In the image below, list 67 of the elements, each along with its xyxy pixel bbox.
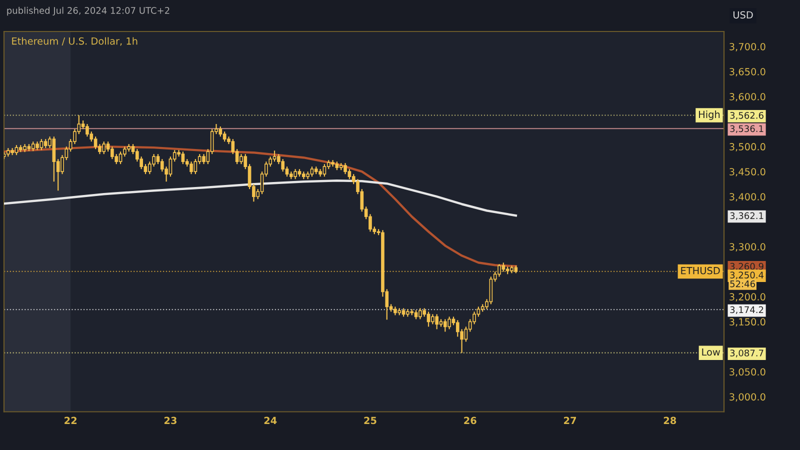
candlestick (168, 156, 172, 178)
y2-tick-label: 3,087.7 (730, 350, 764, 358)
y2-tick-label: 3,536.1 (730, 125, 764, 133)
candlestick (52, 136, 56, 182)
candlestick (181, 151, 185, 165)
candlestick (272, 150, 276, 162)
y2-tick-label: 3,174.2 (730, 306, 764, 314)
candlestick (502, 262, 506, 272)
candlestick (190, 161, 193, 175)
x-tick-label: 25 (364, 416, 376, 424)
candlestick (240, 154, 243, 165)
y-tick-label: 3,500.0 (730, 143, 766, 152)
candlestick (344, 162, 347, 175)
y-tick-label: 3,050.0 (730, 368, 766, 377)
y2-tick-label: 3,260.9 (730, 262, 764, 271)
candlestick (498, 264, 501, 278)
text: USD (733, 11, 753, 19)
candlestick (281, 158, 285, 172)
y-tick-label: 3,000.0 (730, 393, 766, 402)
text: Ethereum / U.S. Dollar, 1h (12, 37, 138, 46)
candlestick (160, 158, 164, 172)
y-tick-label: 3,650.0 (730, 68, 766, 76)
y-tick-label: 3,200.0 (730, 293, 766, 302)
x-tick-label: 28 (664, 416, 676, 424)
y2-tick-label: 3,250.4 (730, 272, 764, 280)
y2-tick-label: 3,562.6 (730, 112, 764, 120)
text: published Jul 26, 2024 12:07 UTC+2 (7, 6, 170, 16)
candlestick (435, 314, 438, 330)
candlestick (110, 146, 114, 160)
x-tick-label: 26 (464, 416, 476, 424)
text: 52:46 (730, 280, 756, 288)
candlestick (194, 158, 198, 175)
candlestick (118, 151, 122, 165)
candlestick (448, 316, 451, 330)
y2-tick-label: 3,362.1 (730, 212, 764, 220)
y-tick-label: 3,300.0 (730, 243, 766, 252)
x-tick-label: 22 (64, 416, 77, 424)
candlestick (489, 276, 493, 305)
candlestick (40, 138, 44, 151)
y-tick-label: 3,600.0 (730, 93, 766, 102)
ref-line-label: Low (702, 348, 720, 356)
candlestick (348, 168, 352, 180)
y-tick-label: 3,150.0 (730, 318, 766, 327)
candlestick (222, 131, 226, 142)
candlestick (14, 144, 18, 156)
candlestick (102, 141, 106, 155)
candlestick (86, 124, 89, 138)
candlestick (44, 138, 48, 149)
y-tick-label: 3,700.0 (730, 42, 766, 52)
x-tick-label: 24 (264, 416, 277, 424)
candlestick (94, 136, 98, 150)
candlestick (310, 166, 314, 178)
candlestick (31, 141, 35, 152)
candlestick (443, 318, 447, 332)
x-tick-label: 23 (164, 416, 176, 424)
candlestick (322, 164, 326, 178)
y-tick-label: 3,450.0 (730, 168, 766, 176)
candlestick (294, 168, 297, 180)
x-tick-label: 27 (564, 416, 576, 424)
candlestick (431, 314, 434, 325)
line-series (4, 179, 518, 217)
ref-line-label: ETHUSD (681, 266, 720, 274)
candlestick (418, 308, 422, 320)
ref-line-label: High (699, 110, 720, 120)
candlestick (202, 154, 206, 165)
candlestick (218, 126, 222, 138)
y-tick-label: 3,400.0 (730, 193, 766, 202)
